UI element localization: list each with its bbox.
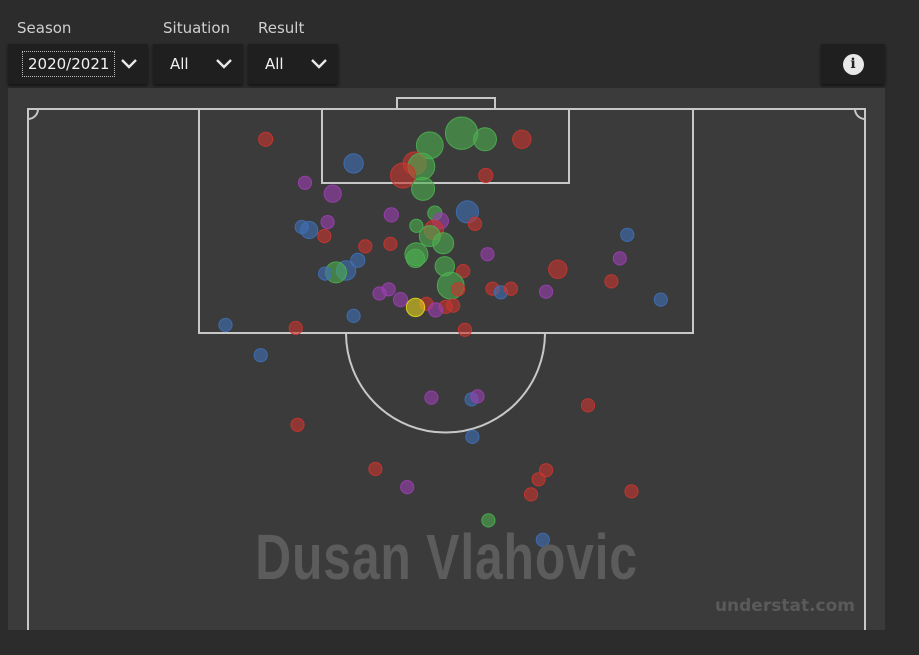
shot-marker-blockedshot[interactable] bbox=[323, 184, 342, 203]
shot-marker-blockedshot[interactable] bbox=[383, 207, 399, 223]
shot-marker-savedshot[interactable] bbox=[253, 348, 268, 363]
shot-marker-missedshot[interactable] bbox=[467, 216, 483, 231]
shot-marker-missedshot[interactable] bbox=[523, 487, 539, 502]
shot-marker-missedshot[interactable] bbox=[531, 472, 546, 487]
season-value: 2020/2021 bbox=[21, 51, 116, 77]
shot-marker-missedshot[interactable] bbox=[503, 281, 518, 296]
shot-marker-blockedshot[interactable] bbox=[320, 215, 335, 230]
shot-marker-blockedshot[interactable] bbox=[424, 390, 439, 405]
shot-marker-missedshot[interactable] bbox=[446, 298, 461, 313]
shot-marker-savedshot[interactable] bbox=[653, 292, 668, 307]
result-label: Result bbox=[258, 19, 305, 37]
shot-marker-missedshot[interactable] bbox=[390, 162, 416, 189]
six-yard-box bbox=[321, 108, 570, 184]
info-button[interactable]: i bbox=[821, 44, 885, 84]
chevron-down-icon bbox=[116, 55, 142, 73]
shot-marker-missedshot[interactable] bbox=[456, 264, 471, 279]
shot-marker-savedshot[interactable] bbox=[535, 532, 550, 547]
shot-marker-missedshot[interactable] bbox=[624, 484, 639, 499]
shot-marker-goal[interactable] bbox=[481, 513, 496, 528]
shot-marker-goal[interactable] bbox=[411, 176, 436, 201]
shot-marker-missedshot[interactable] bbox=[512, 129, 532, 149]
pitch-lines bbox=[27, 97, 866, 630]
shot-marker-missedshot[interactable] bbox=[580, 398, 596, 413]
pitch bbox=[27, 97, 866, 630]
shot-marker-missedshot[interactable] bbox=[258, 131, 274, 147]
shot-marker-missedshot[interactable] bbox=[368, 461, 383, 477]
shot-marker-missedshot[interactable] bbox=[451, 282, 466, 297]
chevron-down-icon bbox=[211, 55, 237, 73]
season-label: Season bbox=[17, 19, 72, 37]
result-value: All bbox=[265, 55, 284, 73]
shot-marker-goal[interactable] bbox=[473, 127, 497, 152]
corner-arc-right bbox=[854, 108, 866, 120]
situation-label: Situation bbox=[163, 19, 231, 37]
penalty-arc bbox=[345, 332, 546, 434]
shot-marker-blockedshot[interactable] bbox=[428, 302, 444, 318]
corner-arc-left bbox=[27, 108, 39, 120]
shot-marker-missedshot[interactable] bbox=[317, 229, 332, 244]
situation-value: All bbox=[170, 55, 189, 73]
shots-layer bbox=[218, 116, 668, 547]
shot-marker-goal[interactable] bbox=[432, 232, 455, 255]
shot-marker-savedshot[interactable] bbox=[346, 308, 361, 323]
shot-marker-savedshot[interactable] bbox=[343, 153, 364, 174]
shot-marker-missedshot[interactable] bbox=[548, 259, 568, 280]
shot-marker-blockedshot[interactable] bbox=[539, 284, 554, 299]
shot-marker-missedshot[interactable] bbox=[478, 167, 494, 184]
shot-marker-savedshot[interactable] bbox=[350, 252, 366, 268]
shot-marker-blockedshot[interactable] bbox=[470, 389, 485, 404]
shot-marker-savedshot[interactable] bbox=[218, 317, 233, 333]
shot-marker-shotonpost[interactable] bbox=[405, 297, 426, 318]
shot-marker-goal[interactable] bbox=[405, 248, 426, 269]
shot-marker-blockedshot[interactable] bbox=[480, 247, 495, 262]
season-select[interactable]: 2020/2021 bbox=[8, 44, 148, 84]
watermark: understat.com bbox=[714, 596, 855, 616]
shot-marker-missedshot[interactable] bbox=[358, 239, 373, 254]
shot-marker-missedshot[interactable] bbox=[604, 274, 619, 289]
shot-map: Dusan Vlahovic understat.com bbox=[8, 88, 885, 630]
shot-marker-savedshot[interactable] bbox=[465, 429, 480, 444]
shot-marker-missedshot[interactable] bbox=[288, 320, 303, 336]
shot-marker-savedshot[interactable] bbox=[318, 266, 333, 281]
shot-marker-blockedshot[interactable] bbox=[400, 480, 415, 495]
shot-marker-blockedshot[interactable] bbox=[612, 251, 627, 266]
situation-select[interactable]: All bbox=[153, 44, 243, 84]
shot-marker-blockedshot[interactable] bbox=[392, 292, 409, 308]
goal bbox=[396, 97, 496, 109]
shot-marker-goal[interactable] bbox=[409, 218, 424, 233]
shot-marker-missedshot[interactable] bbox=[290, 417, 305, 432]
shot-marker-missedshot[interactable] bbox=[383, 236, 398, 251]
shot-marker-blockedshot[interactable] bbox=[297, 175, 313, 190]
player-name: Dusan Vlahovic bbox=[255, 521, 638, 593]
shot-marker-savedshot[interactable] bbox=[620, 227, 635, 242]
shot-marker-savedshot[interactable] bbox=[300, 220, 319, 240]
shot-marker-goal[interactable] bbox=[444, 116, 479, 150]
shot-marker-missedshot[interactable] bbox=[457, 322, 472, 337]
shot-marker-missedshot[interactable] bbox=[539, 463, 554, 478]
chevron-down-icon bbox=[306, 55, 332, 73]
result-select[interactable]: All bbox=[248, 44, 338, 84]
shot-marker-blockedshot[interactable] bbox=[372, 286, 387, 301]
info-icon: i bbox=[842, 53, 864, 75]
